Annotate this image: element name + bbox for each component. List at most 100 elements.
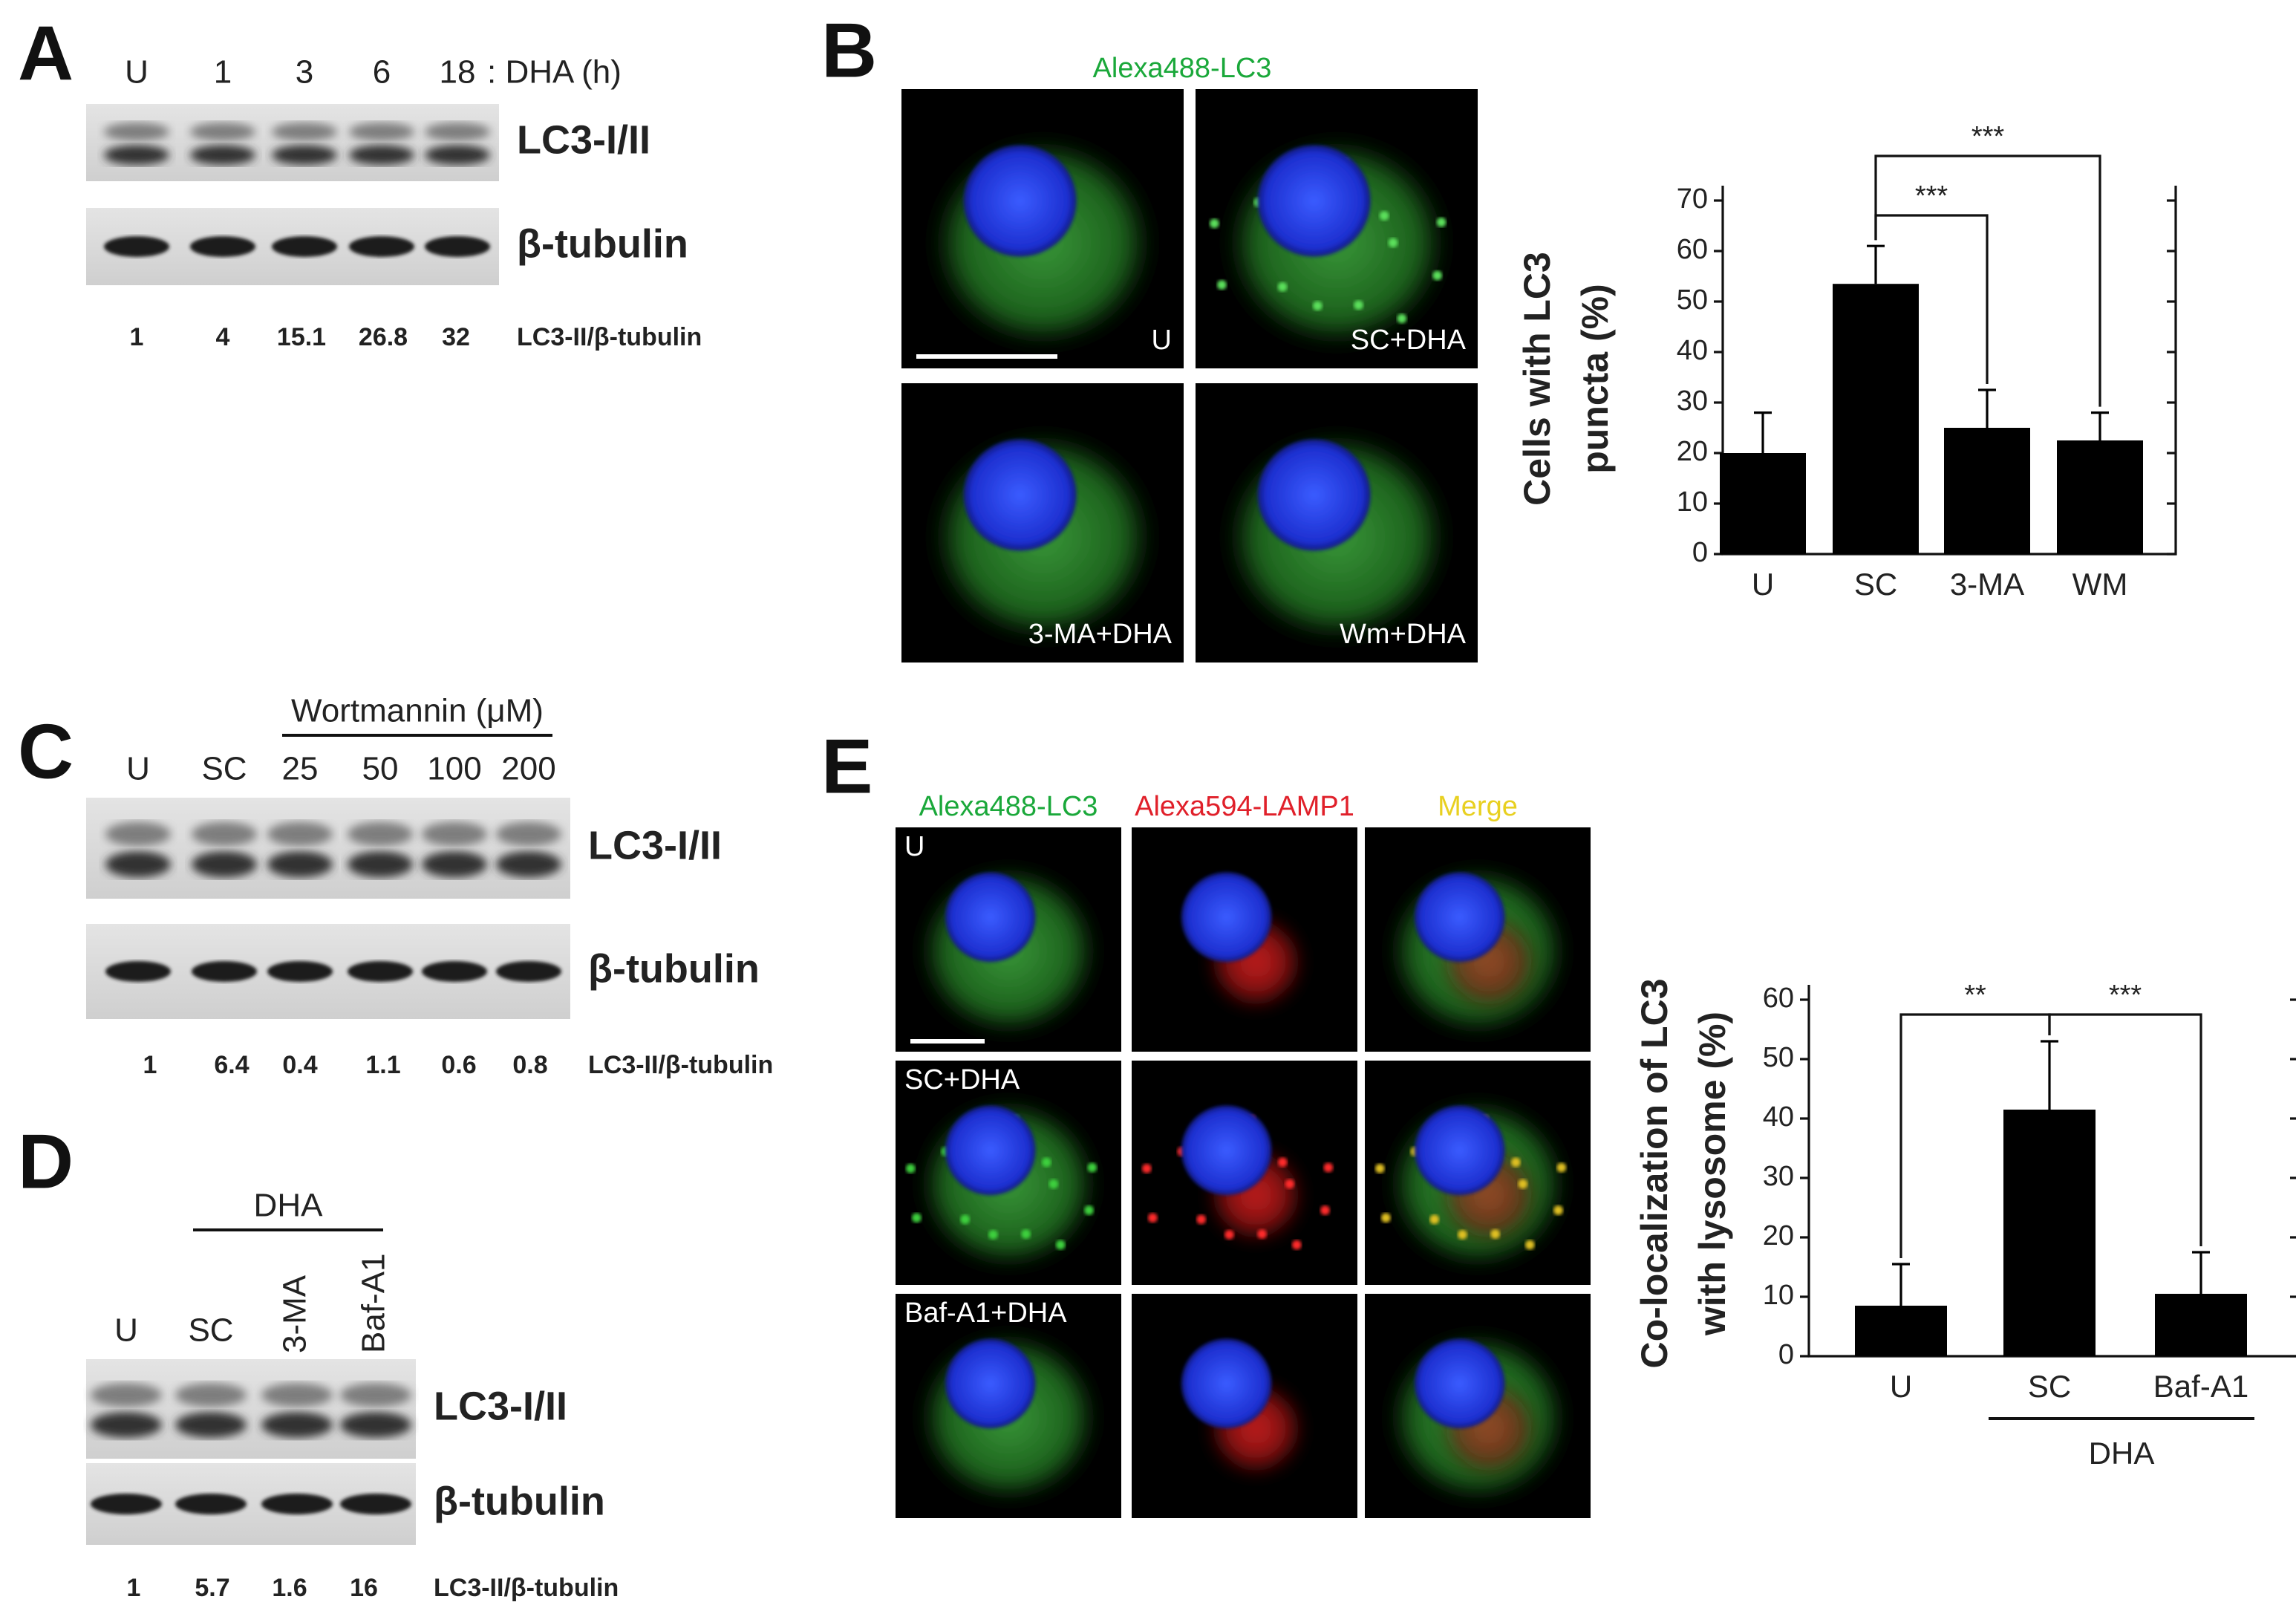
punctum xyxy=(1257,1229,1268,1239)
y-tick-label: 30 xyxy=(1763,1161,1794,1192)
blot xyxy=(86,798,570,899)
blot-band xyxy=(91,1494,162,1514)
blot-band xyxy=(261,1383,333,1407)
punctum xyxy=(1277,1157,1288,1168)
stain-label: Alexa488-LC3 xyxy=(1093,53,1272,84)
x-tick-label: U xyxy=(1890,1369,1912,1404)
blot-band xyxy=(348,961,413,982)
ratio-label: LC3-II/β-tubulin xyxy=(434,1574,619,1602)
group-label: DHA xyxy=(254,1188,324,1224)
punctum xyxy=(1524,1240,1535,1250)
y-tick-label: 30 xyxy=(1677,385,1708,417)
y-tick-label: 40 xyxy=(1677,335,1708,366)
nucleus xyxy=(1414,872,1505,963)
nucleus xyxy=(945,1105,1036,1196)
blot-band xyxy=(422,851,487,878)
blot-band xyxy=(349,145,414,166)
ratio-value: 1 xyxy=(130,323,144,351)
bar xyxy=(2003,1110,2096,1356)
nucleus xyxy=(1181,1105,1272,1196)
lane-label: 25 xyxy=(282,751,319,787)
image-label: U xyxy=(1152,325,1172,356)
punctum xyxy=(911,1213,922,1223)
nucleus xyxy=(1414,1105,1505,1196)
punctum xyxy=(1217,280,1227,290)
blot-band xyxy=(190,122,255,141)
punctum xyxy=(1458,1229,1467,1240)
y-tick-label: 60 xyxy=(1763,983,1794,1014)
bar xyxy=(2057,440,2143,554)
blot-band xyxy=(348,851,413,878)
nucleus xyxy=(963,145,1077,257)
lane-label: 1 xyxy=(214,54,232,91)
blot-band xyxy=(190,236,255,257)
punctum xyxy=(960,1214,971,1225)
blot-band xyxy=(261,1494,333,1514)
punctum xyxy=(1429,1214,1440,1225)
significance-bracket xyxy=(2048,1013,2202,1246)
blot-label: LC3-I/II xyxy=(588,823,722,867)
blot-band xyxy=(175,1494,247,1514)
punctum xyxy=(1087,1162,1098,1173)
y-tick-label: 70 xyxy=(1677,183,1708,215)
blot-band xyxy=(267,961,333,982)
error-bar xyxy=(1892,1263,1910,1306)
punctum xyxy=(988,1229,998,1240)
image-label: SC+DHA xyxy=(904,1064,1020,1095)
error-bar xyxy=(2192,1251,2210,1294)
blot-band xyxy=(496,851,561,878)
group-label: DHA xyxy=(2089,1436,2155,1471)
blot-band xyxy=(104,236,169,257)
blot-band xyxy=(348,821,413,847)
lane-label: U xyxy=(114,1312,138,1349)
significance-label: *** xyxy=(2109,980,2142,1011)
punctum xyxy=(905,1163,916,1173)
error-bar xyxy=(2041,1040,2058,1110)
punctum xyxy=(1553,1205,1563,1215)
error-bar xyxy=(1754,411,1772,453)
bar xyxy=(1944,428,2030,554)
ratio-label: LC3-II/β-tubulin xyxy=(517,323,702,351)
x-tick-label: Baf-A1 xyxy=(2153,1369,2248,1404)
blot-band xyxy=(105,821,171,847)
punctum xyxy=(1021,1229,1031,1239)
stain-label: Alexa488-LC3 xyxy=(919,791,1098,822)
blot-band xyxy=(349,122,414,141)
punctum xyxy=(1285,1179,1295,1189)
panel-letter: E xyxy=(821,723,873,810)
blot xyxy=(86,1359,416,1459)
blot-band xyxy=(267,821,333,847)
panel-letter: A xyxy=(18,10,74,97)
ratio-value: 0.6 xyxy=(441,1051,476,1079)
blot-band xyxy=(496,821,561,847)
punctum xyxy=(1041,1157,1051,1168)
blot-band xyxy=(425,145,490,166)
lane-label: 6 xyxy=(373,54,391,91)
blot-band xyxy=(340,1494,411,1514)
nucleus xyxy=(1181,1338,1272,1429)
x-tick-label: U xyxy=(1752,567,1774,602)
blot-band xyxy=(105,851,171,878)
blot-band xyxy=(190,145,255,166)
y-axis-label: Co-localization of LC3 xyxy=(1634,979,1675,1369)
lane-label: Baf-A1 xyxy=(356,1253,392,1353)
lane-label: 3-MA xyxy=(277,1274,313,1353)
punctum xyxy=(1224,1229,1234,1240)
error-bar xyxy=(2091,411,2109,440)
punctum xyxy=(1556,1162,1567,1173)
panel-letter: B xyxy=(821,7,877,94)
image-label: SC+DHA xyxy=(1351,325,1467,356)
ratio-value: 32 xyxy=(442,323,470,351)
image-label: Baf-A1+DHA xyxy=(904,1298,1067,1329)
ratio-value: 6.4 xyxy=(214,1051,249,1079)
y-tick-label: 0 xyxy=(1692,537,1708,568)
ratio-label: LC3-II/β-tubulin xyxy=(588,1051,773,1079)
bar xyxy=(2155,1294,2247,1356)
ratio-value: 4 xyxy=(216,323,230,351)
nucleus xyxy=(1181,872,1272,963)
nucleus xyxy=(963,439,1077,551)
punctum xyxy=(1048,1179,1059,1189)
lane-label: SC xyxy=(188,1312,233,1349)
punctum xyxy=(1312,301,1323,311)
y-axis-label: Cells with LC3 xyxy=(1516,252,1558,506)
